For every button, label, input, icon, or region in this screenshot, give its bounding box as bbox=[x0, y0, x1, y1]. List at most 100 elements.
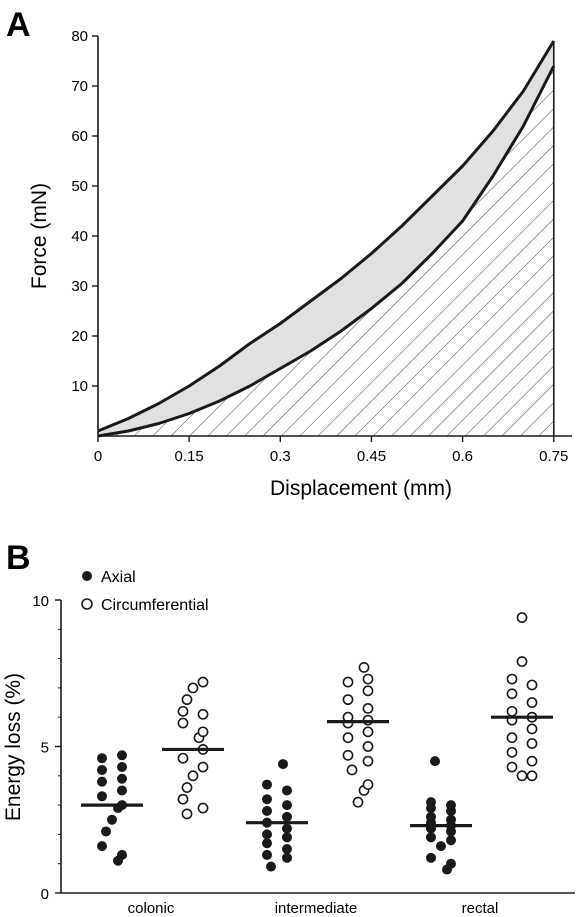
circumferential-point bbox=[342, 694, 354, 706]
circumferential-point bbox=[358, 661, 370, 673]
force-displacement-plot bbox=[97, 40, 556, 438]
circumferential-point bbox=[362, 779, 374, 790]
category-label-colonic: colonic bbox=[128, 900, 175, 917]
axial-point bbox=[445, 835, 456, 846]
circumferential-point bbox=[177, 793, 189, 805]
y-tick-label: 30 bbox=[71, 278, 88, 295]
circumferential-point bbox=[177, 705, 189, 717]
y-tick-label: 60 bbox=[71, 128, 88, 145]
axial-point bbox=[445, 814, 456, 825]
circumferential-point bbox=[181, 808, 193, 820]
circumferential-point bbox=[526, 770, 538, 782]
axial-point bbox=[425, 832, 436, 843]
category-label-rectal: rectal bbox=[462, 900, 499, 917]
circumferential-point bbox=[506, 688, 518, 700]
y-tick-label: 40 bbox=[71, 228, 88, 245]
legend-label-circumferential: Circumferential bbox=[101, 597, 209, 614]
unloading-curve bbox=[97, 65, 556, 438]
axial-point bbox=[101, 826, 112, 837]
x-tick-label: 0.3 bbox=[270, 448, 291, 465]
axial-point bbox=[281, 811, 292, 822]
circumferential-point bbox=[181, 782, 193, 793]
axial-point bbox=[281, 832, 292, 843]
circumferential-point bbox=[352, 796, 364, 808]
axial-point bbox=[117, 773, 128, 784]
circumferential-point bbox=[362, 673, 374, 685]
circumferential-point bbox=[197, 676, 209, 688]
y-tick-label: 70 bbox=[71, 78, 88, 95]
axial-point bbox=[107, 814, 118, 825]
axial-point bbox=[425, 797, 436, 808]
axial-point bbox=[97, 753, 108, 764]
panel-b: B Axial Circumferential 0 5 10 colonic inte… bbox=[2, 539, 575, 917]
axial-point bbox=[261, 805, 272, 816]
circumferential-point bbox=[342, 676, 354, 688]
category-labels: colonic intermediate rectal bbox=[128, 900, 499, 917]
axial-point bbox=[281, 823, 292, 834]
y-tick-label: 80 bbox=[71, 28, 88, 45]
axial-point bbox=[117, 785, 128, 796]
y-tick-label-b: 10 bbox=[32, 593, 49, 610]
circumferential-point bbox=[516, 770, 528, 782]
y-tick-labels-b: 0 5 10 bbox=[32, 593, 61, 903]
axial-point bbox=[97, 841, 108, 852]
circumferential-point bbox=[177, 752, 189, 764]
energy-loss-points bbox=[81, 612, 553, 875]
circumferential-point bbox=[516, 656, 528, 667]
axial-point bbox=[435, 841, 446, 852]
loading-curve bbox=[97, 40, 556, 433]
axial-point bbox=[261, 838, 272, 849]
axial-point bbox=[117, 750, 128, 761]
panel-a: A 0 0.15 0.3 0.45 0.6 0.75 10 20 30 40 50 60 70 80 D… bbox=[6, 6, 572, 500]
axial-point bbox=[281, 852, 292, 863]
axial-point bbox=[425, 852, 436, 863]
circumferential-point bbox=[362, 703, 374, 714]
x-axis-title: Displacement (mm) bbox=[270, 477, 452, 500]
legend-label-axial: Axial bbox=[101, 569, 136, 586]
x-tick-label: 0 bbox=[94, 448, 102, 465]
category-label-intermediate: intermediate bbox=[275, 900, 358, 917]
circumferential-point bbox=[526, 723, 538, 735]
circumferential-point bbox=[506, 761, 518, 773]
circumferential-point bbox=[526, 679, 538, 691]
circumferential-point bbox=[362, 726, 374, 738]
circumferential-point bbox=[362, 755, 374, 767]
circumferential-point bbox=[526, 697, 538, 708]
axial-point bbox=[277, 759, 288, 770]
axial-point bbox=[97, 776, 108, 787]
y-tick-label: 20 bbox=[71, 328, 88, 345]
axial-point bbox=[281, 785, 292, 796]
axial-point bbox=[97, 764, 108, 775]
legend-marker-axial bbox=[82, 571, 92, 581]
y-tick-label: 50 bbox=[71, 178, 88, 195]
panel-a-label: A bbox=[6, 6, 31, 44]
circumferential-point bbox=[506, 746, 518, 758]
axial-point bbox=[445, 800, 456, 811]
x-tick-label: 0.75 bbox=[539, 448, 568, 465]
axial-point bbox=[261, 794, 272, 805]
axial-point bbox=[117, 849, 128, 860]
circumferential-point bbox=[197, 761, 209, 773]
x-tick-label: 0.6 bbox=[452, 448, 473, 465]
y-axis-title-b: Energy loss (%) bbox=[2, 673, 25, 821]
circumferential-point bbox=[197, 802, 209, 814]
circumferential-point bbox=[526, 738, 538, 749]
y-tick-label-b: 0 bbox=[41, 886, 49, 903]
axial-point bbox=[281, 844, 292, 855]
y-tick-label: 10 bbox=[71, 378, 88, 395]
axial-point bbox=[117, 762, 128, 773]
axial-point bbox=[429, 756, 440, 767]
axial-point bbox=[445, 858, 456, 869]
x-tick-labels: 0 0.15 0.3 0.45 0.6 0.75 bbox=[94, 436, 568, 465]
circumferential-point bbox=[362, 685, 374, 697]
circumferential-point bbox=[506, 732, 518, 744]
circumferential-point bbox=[197, 708, 209, 720]
y-tick-label-b: 5 bbox=[41, 740, 49, 757]
axial-point bbox=[261, 829, 272, 840]
panel-b-axes bbox=[60, 600, 575, 894]
circumferential-point bbox=[506, 705, 518, 717]
axial-point bbox=[281, 800, 292, 811]
legend: Axial Circumferential bbox=[81, 569, 209, 614]
axial-point bbox=[425, 811, 436, 822]
